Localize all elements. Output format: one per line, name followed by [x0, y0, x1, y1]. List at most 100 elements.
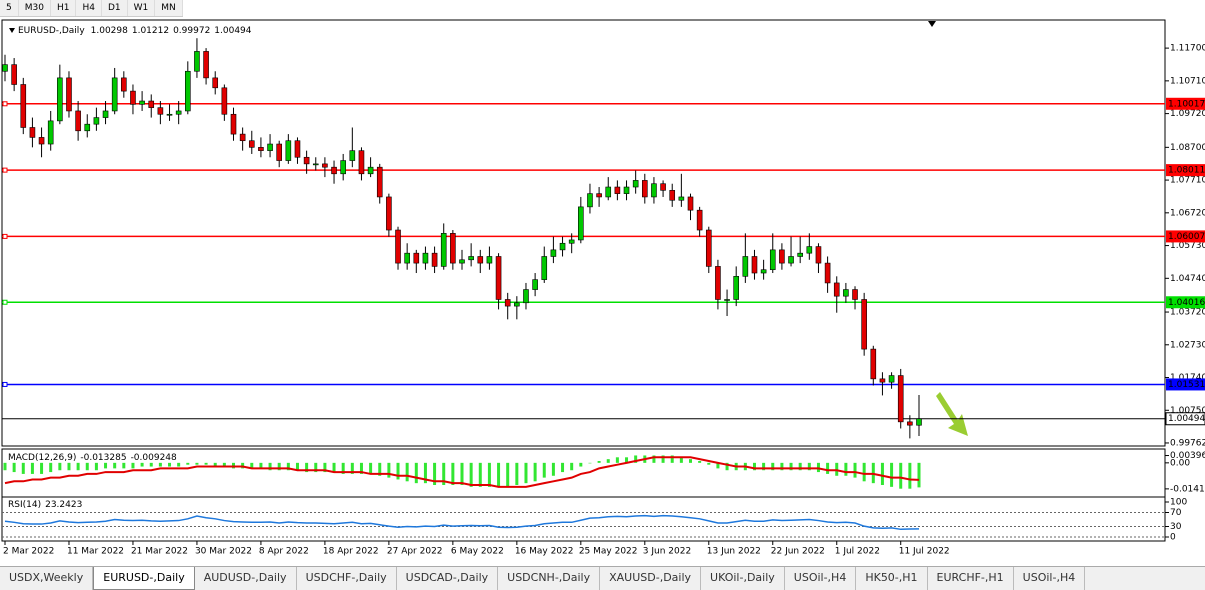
- macd-bar: [12, 462, 16, 473]
- candle-body: [413, 252, 420, 264]
- candle-body: [431, 252, 438, 267]
- y-tick-label: 1.03720: [1170, 308, 1205, 318]
- level-label-bg: [1166, 378, 1205, 391]
- macd-header: MACD(12,26,9) -0.013285 -0.009248: [8, 453, 177, 463]
- candle-body: [568, 239, 575, 244]
- macd-bar: [826, 462, 830, 474]
- macd-bar: [250, 462, 254, 469]
- chart-tab[interactable]: EURUSD-,Daily: [93, 567, 195, 590]
- chart-tab[interactable]: UKOil-,Daily: [701, 567, 785, 590]
- rsi-line: [4, 514, 920, 531]
- macd-bar: [104, 462, 108, 469]
- macd-bar: [405, 462, 409, 482]
- macd-bar: [295, 462, 299, 471]
- macd-bar: [899, 462, 903, 489]
- x-tick-label: 25 May 2022: [579, 547, 638, 557]
- candle-body: [879, 378, 886, 383]
- candle-body: [376, 166, 383, 198]
- level-label: 1.10017: [1168, 99, 1205, 109]
- open-value: 1.00298: [91, 26, 128, 36]
- level-label-bg: [1166, 230, 1205, 243]
- rsi-title: RSI(14): [8, 500, 41, 510]
- x-tick-label: 30 Mar 2022: [195, 547, 252, 557]
- macd-bar: [40, 462, 44, 474]
- macd-bar: [122, 462, 126, 469]
- chart-tab[interactable]: XAUUSD-,Daily: [600, 567, 702, 590]
- candle-body: [468, 256, 474, 261]
- macd-bar: [177, 462, 181, 467]
- macd-bar: [588, 462, 592, 464]
- candle-body: [47, 120, 54, 145]
- candle-body: [285, 140, 292, 161]
- candle-body: [769, 249, 776, 271]
- chart-tab[interactable]: EURCHF-,H1: [928, 567, 1014, 590]
- macd-bar: [149, 462, 153, 467]
- candle-body: [258, 147, 264, 151]
- macd-bar: [286, 462, 290, 471]
- y-tick-label: 1.04740: [1170, 274, 1205, 284]
- candle-body: [157, 107, 164, 115]
- candle-body: [907, 421, 913, 426]
- macd-bar: [213, 462, 217, 467]
- macd-bar: [433, 462, 437, 485]
- macd-bar: [323, 462, 327, 473]
- timeframe-button[interactable]: H4: [76, 0, 102, 16]
- macd-bar: [844, 462, 848, 476]
- chart-tab[interactable]: USOil-,H4: [785, 567, 857, 590]
- chart-tab[interactable]: AUDUSD-,Daily: [195, 567, 297, 590]
- macd-bar: [131, 462, 135, 469]
- candle-body: [148, 100, 155, 108]
- macd-bar: [58, 462, 62, 471]
- candle-body: [806, 246, 813, 254]
- candle-body: [29, 127, 36, 138]
- candle-body: [450, 233, 456, 264]
- candle-body: [276, 143, 283, 161]
- chart-tab[interactable]: HK50-,H1: [856, 567, 928, 590]
- timeframe-button[interactable]: W1: [128, 0, 156, 16]
- candle-body: [312, 163, 319, 166]
- y-tick-label: 1.08700: [1170, 143, 1205, 153]
- candle-body: [185, 70, 191, 112]
- candle-body: [194, 51, 200, 72]
- candle-body: [367, 166, 374, 175]
- candle-body: [57, 77, 63, 122]
- candle-body: [349, 150, 356, 161]
- macd-bar: [414, 462, 418, 484]
- chart-tab[interactable]: USDX,Weekly: [0, 567, 94, 590]
- candle-body: [833, 282, 840, 297]
- candle-body: [669, 190, 676, 201]
- timeframe-button[interactable]: 5: [0, 0, 19, 16]
- high-value: 1.01212: [132, 26, 169, 36]
- candle-body: [66, 77, 72, 112]
- macd-bar: [487, 462, 491, 487]
- macd-bar: [67, 462, 71, 471]
- timeframe-button[interactable]: M30: [19, 0, 51, 16]
- candle-body: [596, 193, 602, 198]
- macd-title: MACD(12,26,9): [8, 453, 76, 463]
- macd-bar: [140, 462, 144, 467]
- timeframe-button[interactable]: H1: [51, 0, 77, 16]
- macd-bar: [670, 455, 674, 463]
- timeframe-button[interactable]: MN: [155, 0, 183, 16]
- chart-tab[interactable]: USDCHF-,Daily: [297, 567, 397, 590]
- macd-bar: [332, 462, 336, 473]
- x-tick-label: 1 Jul 2022: [835, 547, 880, 557]
- macd-bar: [597, 461, 601, 463]
- candle-body: [440, 233, 447, 267]
- macd-bar: [515, 462, 519, 485]
- y-tick-label: 0: [1170, 533, 1176, 543]
- chart-tab[interactable]: USDCNH-,Daily: [498, 567, 601, 590]
- candle-body: [815, 246, 822, 264]
- timeframe-button[interactable]: D1: [102, 0, 128, 16]
- chart-tab[interactable]: USOil-,H4: [1014, 567, 1086, 590]
- candle-body: [824, 262, 831, 284]
- main-panel-frame: [1, 19, 1166, 447]
- x-tick-label: 27 Apr 2022: [387, 547, 443, 557]
- candle-body: [93, 117, 100, 125]
- y-tick-label: 0.99762: [1170, 438, 1205, 448]
- macd-bar: [771, 462, 775, 471]
- candle-body: [641, 180, 648, 198]
- timeframe-toolbar: 5 M30 H1 H4 D1 W1 MN: [0, 0, 183, 17]
- candle-body: [852, 289, 858, 300]
- chart-tab[interactable]: USDCAD-,Daily: [397, 567, 499, 590]
